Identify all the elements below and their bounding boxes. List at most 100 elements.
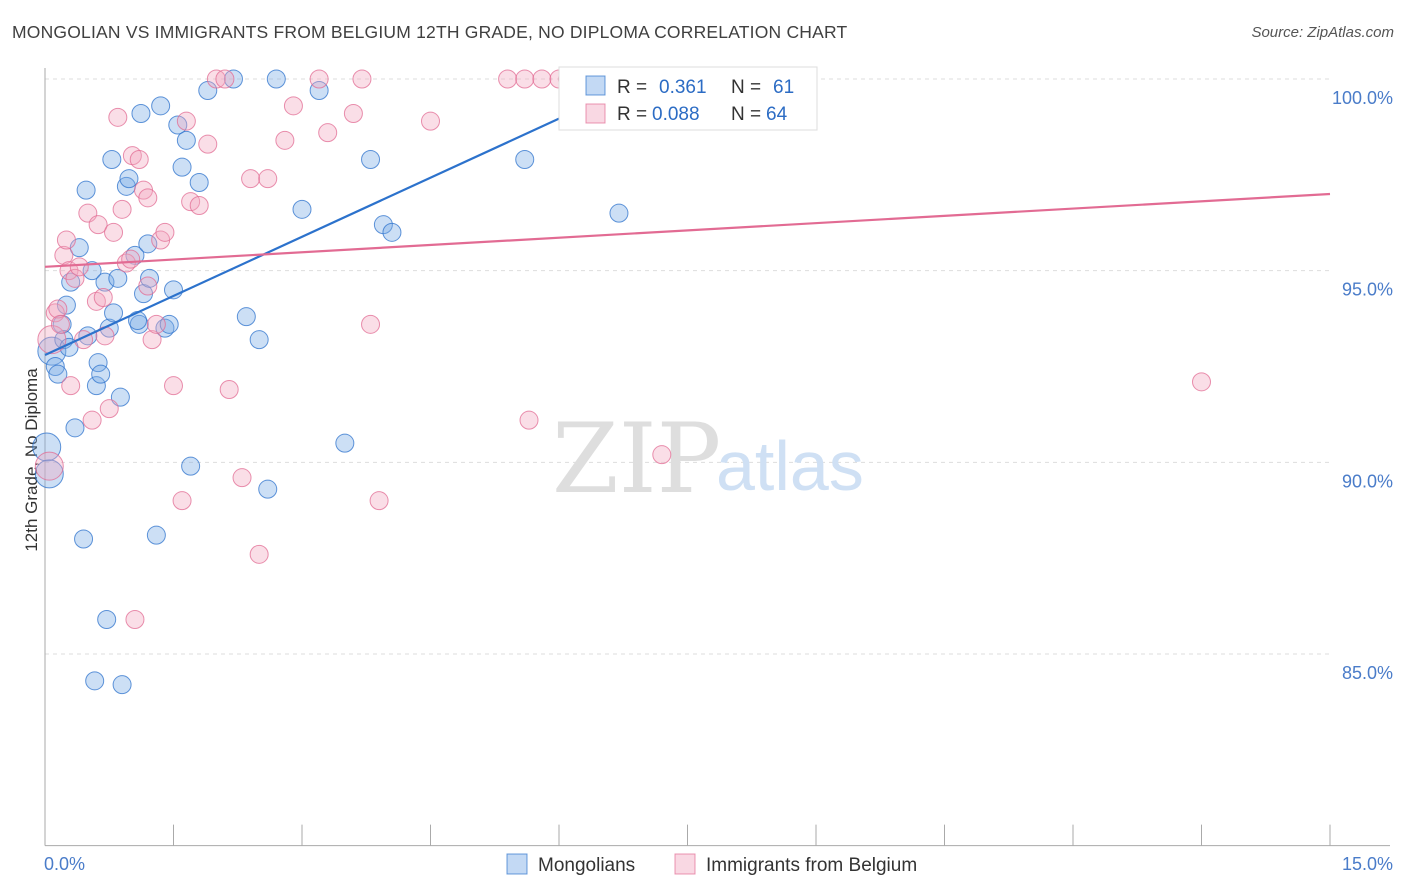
belgium-point — [125, 610, 145, 629]
belgium-point — [232, 468, 252, 488]
mongolian-point — [119, 169, 139, 189]
belgium-point — [93, 288, 113, 307]
belgium-point — [519, 410, 539, 430]
belgium-point — [56, 230, 76, 250]
belgium-point — [65, 268, 85, 288]
gridlines — [45, 78, 1330, 655]
legend-r-label-2: R = — [617, 104, 647, 125]
belgium-point — [498, 69, 518, 89]
y-tick-label-0: 100.0% — [1332, 88, 1393, 108]
mongolian-point — [138, 234, 158, 254]
mongolian-point — [335, 433, 355, 453]
series-legend: Mongolians Immigrants from Belgium — [506, 853, 917, 876]
belgium-point — [532, 69, 552, 89]
mongolian-point — [97, 610, 117, 629]
watermark: ZIP atlas — [552, 403, 864, 515]
belgium-point — [61, 376, 81, 396]
belgium-point — [258, 169, 278, 189]
mongolian-point — [309, 81, 329, 100]
belgium-point — [369, 491, 389, 511]
belgium-point — [361, 314, 381, 334]
mongolian-point — [131, 104, 151, 123]
mongolian-point — [266, 69, 286, 89]
x-tick-label-1: 15.0% — [1342, 854, 1393, 874]
belgium-point — [48, 299, 68, 319]
belgium-point — [652, 445, 672, 465]
mongolian-point — [189, 173, 209, 192]
mongolian-point — [34, 459, 64, 489]
mongolian-point — [91, 364, 111, 384]
belgium-point — [69, 257, 89, 277]
mongolian-point — [82, 261, 102, 281]
series-legend-swatch-mongolians — [506, 853, 528, 875]
mongolian-point — [65, 418, 85, 438]
belgium-point — [189, 196, 209, 215]
belgium-point — [1192, 372, 1211, 392]
stats-legend: R = 0.361 N = 61 R = 0.088 N = 64 — [558, 66, 818, 131]
belgium-point — [88, 215, 108, 235]
mongolian-point — [85, 671, 105, 691]
mongolian-point — [236, 307, 256, 327]
belgium-point — [54, 245, 74, 265]
legend-r-value-2: 0.088 — [652, 104, 700, 125]
belgium-point — [138, 188, 158, 208]
mongolian-point — [112, 675, 132, 695]
watermark-atlas: atlas — [716, 427, 864, 505]
mongolian-point — [88, 353, 108, 373]
belgium-point — [309, 69, 329, 89]
belgium-point — [215, 69, 235, 89]
data-points — [32, 69, 1211, 695]
legend-r-label-1: R = — [617, 77, 647, 98]
belgium-point — [108, 107, 128, 127]
belgium-point — [172, 491, 192, 511]
x-tick-label-0: 0.0% — [44, 854, 85, 874]
belgium-point — [249, 544, 269, 564]
belgium-point — [155, 222, 175, 242]
belgium-point — [129, 150, 149, 169]
mongolian-point — [32, 432, 62, 462]
mongolian-point — [45, 357, 65, 376]
belgium-point — [146, 314, 166, 334]
mongolian-point — [515, 150, 535, 169]
mongolian-point — [102, 150, 122, 169]
series-legend-label-mongolians: Mongolians — [538, 855, 635, 876]
mongolian-point — [176, 130, 196, 150]
belgium-point — [241, 169, 261, 189]
y-tick-label-2: 90.0% — [1342, 471, 1393, 491]
mongolian-point — [249, 330, 269, 350]
belgium-point — [164, 376, 183, 396]
belgium-point — [50, 314, 70, 334]
mongolian-point — [74, 529, 94, 549]
y-tick-label-1: 95.0% — [1342, 280, 1393, 300]
tick-labels: 100.0% 95.0% 90.0% 85.0% 0.0% 15.0% — [44, 88, 1393, 874]
legend-swatch-blue — [585, 75, 606, 96]
mongolian-point — [76, 180, 96, 200]
mongolian-point — [110, 387, 130, 407]
source-label: Source: ZipAtlas.com — [1251, 24, 1394, 41]
mongolian-point — [86, 376, 106, 396]
belgium-point — [352, 69, 372, 89]
mongolian-point — [48, 364, 68, 384]
belgium-point — [219, 380, 239, 399]
mongolian-point — [151, 96, 171, 116]
mongolian-point — [181, 456, 201, 476]
belgium-point — [275, 130, 295, 150]
legend-swatch-pink — [585, 103, 606, 124]
belgium-trend-line — [44, 192, 1331, 268]
mongolian-point — [140, 268, 160, 288]
belgium-point — [198, 134, 218, 154]
belgium-point — [104, 222, 124, 242]
mongolian-point — [609, 203, 629, 223]
belgium-point — [112, 199, 132, 219]
legend-n-value-1: 61 — [773, 77, 794, 98]
belgium-point — [343, 104, 363, 123]
mongolian-point — [361, 150, 381, 169]
belgium-point — [142, 330, 162, 350]
belgium-point — [283, 96, 303, 116]
belgium-point — [318, 123, 338, 143]
mongolian-point — [146, 525, 166, 545]
mongolian-point — [108, 268, 128, 288]
legend-n-label-2: N = — [731, 104, 761, 125]
mongolian-point — [104, 303, 124, 323]
